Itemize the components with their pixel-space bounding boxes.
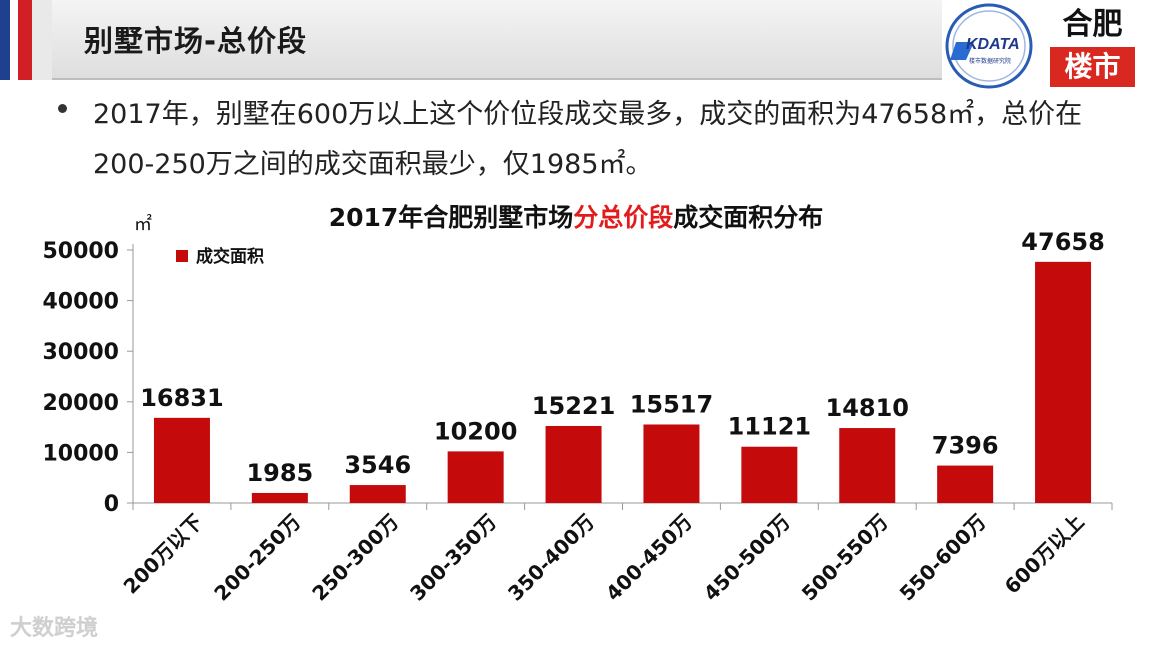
header-stripe-blue bbox=[0, 0, 10, 80]
y-axis-unit: ㎡ bbox=[134, 213, 152, 235]
bar bbox=[251, 492, 308, 503]
data-label: 1985 bbox=[246, 459, 313, 487]
bar bbox=[741, 446, 798, 503]
bar bbox=[937, 465, 994, 503]
bar bbox=[153, 417, 210, 503]
data-label: 15517 bbox=[630, 390, 714, 418]
x-tick-label: 200-250万 bbox=[209, 510, 305, 606]
data-label: 3546 bbox=[344, 451, 411, 479]
x-tick-label: 300-350万 bbox=[405, 510, 501, 606]
header-stripe-white bbox=[10, 0, 18, 80]
bar bbox=[447, 451, 504, 503]
bar bbox=[839, 428, 896, 503]
header-band bbox=[52, 0, 942, 78]
y-tick-label: 50000 bbox=[42, 239, 119, 264]
legend-swatch bbox=[176, 250, 188, 262]
bar bbox=[1035, 261, 1092, 503]
bar bbox=[349, 485, 406, 503]
watermark: 大数跨境 bbox=[10, 616, 99, 641]
data-label: 14810 bbox=[826, 394, 910, 422]
data-label: 11121 bbox=[728, 413, 812, 441]
bullet-dot-icon bbox=[58, 104, 67, 113]
header-stripe-gap bbox=[32, 0, 52, 80]
x-tick-label: 350-400万 bbox=[503, 510, 599, 606]
chart-title-part: 成交面积分布 bbox=[673, 203, 823, 232]
data-label: 10200 bbox=[434, 417, 518, 445]
kdata-logo: KDATA 楼市数据研究院 bbox=[944, 2, 1034, 90]
data-label: 16831 bbox=[140, 384, 224, 412]
kdata-logo-text: KDATA bbox=[966, 36, 1020, 53]
y-tick-label: 20000 bbox=[42, 391, 119, 416]
x-tick-label: 500-550万 bbox=[797, 510, 893, 606]
kdata-logo-subtext: 楼市数据研究院 bbox=[969, 58, 1012, 65]
bar-chart: 2017年合肥别墅市场分总价段成交面积分布 ㎡ 0 10000 20000 30000 40… bbox=[42, 203, 1113, 606]
x-tick-label: 250-300万 bbox=[307, 510, 403, 606]
x-tick-label: 400-450万 bbox=[601, 510, 697, 606]
legend-label: 成交面积 bbox=[196, 246, 264, 267]
data-label: 15221 bbox=[532, 392, 616, 420]
header-divider bbox=[52, 78, 942, 80]
chart-title-part: 2017年合肥别墅市场 bbox=[329, 203, 574, 232]
bar bbox=[643, 424, 700, 503]
x-tick-label: 550-600万 bbox=[895, 510, 991, 606]
header-stripe-red bbox=[18, 0, 32, 80]
data-label: 47658 bbox=[1021, 228, 1105, 256]
y-tick-label: 0 bbox=[104, 492, 119, 517]
page-title: 别墅市场-总价段 bbox=[84, 24, 308, 58]
loushi-logo-top: 合肥 bbox=[1062, 7, 1123, 42]
bar bbox=[545, 425, 602, 503]
loushi-logo-bottom: 楼市 bbox=[1050, 47, 1135, 87]
x-tick-label: 200万以下 bbox=[119, 510, 208, 599]
y-tick-label: 10000 bbox=[42, 441, 119, 466]
kdata-logo-ring-icon bbox=[945, 3, 1033, 89]
data-label: 7396 bbox=[932, 432, 999, 460]
x-tick-label: 450-500万 bbox=[699, 510, 795, 606]
y-tick-label: 40000 bbox=[42, 290, 119, 315]
loushi-logo: 合肥 楼市 bbox=[1050, 5, 1135, 90]
x-tick-label: 600万以上 bbox=[1000, 510, 1089, 599]
bullet-text: 2017年，别墅在600万以上这个价位段成交最多，成交的面积为47658㎡，总价… bbox=[93, 99, 1083, 180]
chart-title: 2017年合肥别墅市场分总价段成交面积分布 bbox=[329, 203, 824, 232]
y-tick-label: 30000 bbox=[42, 340, 119, 365]
chart-title-part: 分总价段 bbox=[573, 203, 673, 232]
